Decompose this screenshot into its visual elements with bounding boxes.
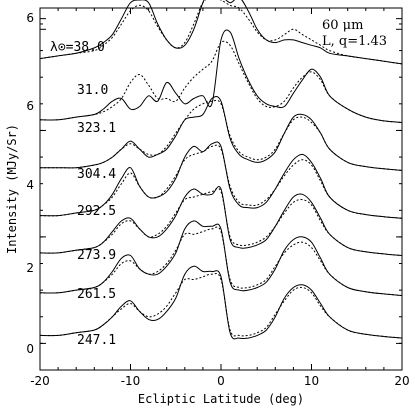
series-label: 304.4 [77, 167, 116, 182]
y-tick-label: 0 [26, 342, 34, 356]
corner-wavelength-label: 60 μm [322, 18, 363, 33]
observed-curve [39, 96, 403, 171]
observed-curve [39, 265, 403, 340]
model-curve [39, 273, 403, 339]
series-label: 247.1 [77, 333, 116, 348]
y-tick-label: 2 [26, 261, 34, 275]
x-tick-label: 20 [394, 374, 409, 388]
model-curve [39, 144, 403, 219]
series-label: 31.0 [77, 83, 108, 98]
model-curve [39, 40, 403, 123]
series-label: λ⊙=38.0 [50, 40, 105, 55]
series-label: 261.5 [77, 287, 116, 302]
x-tick-label: 0 [217, 374, 225, 388]
observed-curve [39, 186, 403, 256]
model-curve [39, 187, 403, 256]
series-curves [39, 0, 403, 340]
y-tick-label: 4 [26, 178, 34, 192]
x-axis-title: Ecliptic Latitude (deg) [138, 392, 304, 406]
observed-curve [39, 220, 403, 296]
y-tick-label: 6 [26, 11, 34, 25]
series-label: 323.1 [77, 121, 116, 136]
x-tick-label: -20 [30, 374, 50, 388]
observed-curve [39, 0, 403, 65]
series-label: 292.5 [77, 204, 116, 219]
series-label: 273.9 [77, 248, 116, 263]
axis-ticks: -20 -10 0 10 20 0 2 4 6 6 [26, 8, 410, 388]
observed-curve [39, 141, 403, 219]
corner-model-label: L, q=1.43 [322, 34, 387, 49]
observed-curve [39, 29, 403, 123]
model-curve [39, 226, 403, 296]
x-tick-label: -10 [121, 374, 141, 388]
series-labels: λ⊙=38.0 31.0 323.1 304.4 292.5 273.9 261.5 247.… [50, 40, 116, 348]
x-tick-label: 10 [304, 374, 319, 388]
y-axis-title: Intensity (MJy/Sr) [5, 124, 19, 254]
model-curve [39, 0, 403, 65]
y-tick-label: 6 [26, 99, 34, 113]
